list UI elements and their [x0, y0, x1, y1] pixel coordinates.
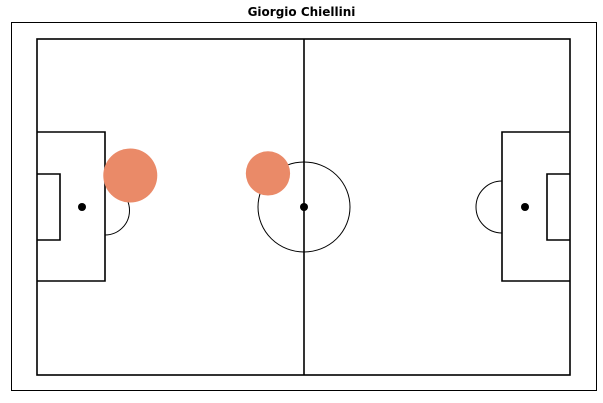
- left-penalty-area: [37, 131, 106, 282]
- center-spot: [300, 203, 308, 211]
- data-markers: [103, 148, 291, 203]
- chart-title: Giorgio Chiellini: [247, 5, 356, 19]
- center-circle: [257, 161, 351, 253]
- data-point: [245, 151, 291, 196]
- data-point: [103, 148, 158, 203]
- pitch-markings: [36, 38, 571, 376]
- right-penalty-arc: [475, 180, 503, 234]
- left-penalty-spot: [78, 203, 86, 211]
- plot-frame: [11, 22, 597, 391]
- right-penalty-spot: [521, 203, 529, 211]
- left-goal-area: [37, 173, 61, 241]
- right-goal-area: [546, 173, 570, 241]
- right-penalty-area: [501, 131, 570, 282]
